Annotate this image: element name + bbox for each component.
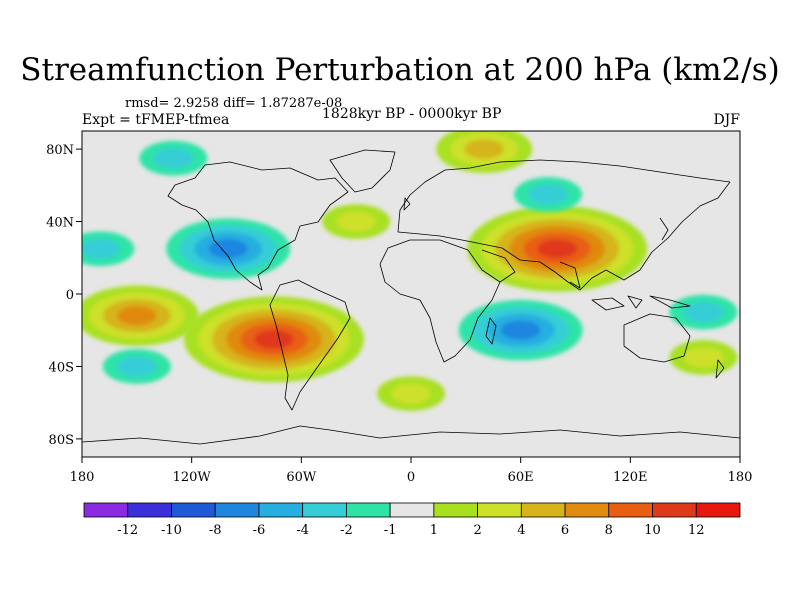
contour-level [500, 320, 541, 340]
contour-level [537, 239, 577, 259]
colorbar-label: -12 [117, 523, 138, 538]
colorbar-label: 6 [561, 523, 569, 538]
colorbar-swatch [214, 502, 260, 518]
contour-level [116, 356, 157, 377]
colorbar-swatch [258, 502, 304, 518]
x-tick-label: 180 [70, 470, 95, 485]
y-tick-label: 0 [66, 288, 74, 303]
period-label: 1828kyr BP - 0000kyr BP [322, 106, 502, 122]
field-feature-13 [669, 294, 738, 330]
colorbar-label: 12 [688, 523, 705, 538]
colorbar-swatch [433, 502, 479, 518]
contour-level [391, 383, 431, 404]
colorbar-label: -1 [384, 523, 397, 538]
season-label: DJF [713, 112, 740, 128]
colorbar-label: 1 [430, 523, 438, 538]
contour-level [254, 329, 294, 349]
colorbar-swatch [127, 502, 172, 518]
field-feature-12 [139, 140, 208, 176]
field-contours [82, 131, 738, 412]
contour-level [464, 139, 504, 159]
x-tick-label: 120E [613, 470, 647, 485]
colorbar-swatch [477, 502, 522, 518]
colorbar-swatch [302, 502, 347, 518]
colorbar-label: -8 [209, 523, 222, 538]
contour-level [82, 238, 121, 259]
field-feature-0 [467, 205, 648, 292]
x-tick-label: 120W [173, 470, 212, 485]
contour-level [153, 148, 194, 169]
field-feature-11 [102, 349, 171, 384]
colorbar-label: 10 [644, 523, 661, 538]
x-tick-label: 60W [286, 470, 317, 485]
colorbar-label: -10 [161, 523, 182, 538]
colorbar-swatch [652, 502, 697, 518]
colorbar-swatch [520, 502, 566, 518]
field-feature-8 [458, 300, 583, 361]
field-feature-7 [166, 218, 291, 279]
experiment-label: Expt = tFMEP-tfmea [82, 112, 230, 128]
y-axis-ticks: 80N 40N 0 40S 80S [46, 143, 82, 448]
y-tick-label: 80N [46, 143, 74, 158]
colorbar-swatch [83, 502, 129, 518]
field-feature-2 [82, 285, 199, 346]
field-feature-10 [82, 231, 135, 267]
contour-level [336, 211, 376, 232]
coastlines [82, 149, 740, 445]
field-feature-1 [183, 296, 364, 383]
colorbar-swatch [345, 502, 391, 518]
colorbar-label: 8 [605, 523, 613, 538]
x-tick-label: 0 [407, 470, 415, 485]
x-axis-ticks: 180 120W 60W 0 60E 120E 180 [70, 457, 753, 485]
contour-level [117, 306, 157, 326]
x-tick-label: 180 [728, 470, 753, 485]
field-feature-3 [436, 131, 533, 173]
colorbar-swatch [389, 502, 435, 518]
field-feature-6 [377, 376, 445, 412]
colorbar-label: 2 [473, 523, 481, 538]
field-feature-4 [322, 204, 391, 239]
colorbar-swatch [171, 502, 216, 518]
colorbar-label: 4 [517, 523, 525, 538]
colorbar-swatch [608, 502, 653, 518]
colorbar-label: -6 [253, 523, 266, 538]
contour-level [528, 184, 568, 205]
y-tick-label: 40S [49, 360, 74, 375]
y-tick-label: 40N [46, 216, 74, 231]
colorbar-label: -2 [340, 523, 353, 538]
colorbar-label: -4 [296, 523, 309, 538]
colorbar: -12 -10 -8 -6 -4 -2 -1 1 2 4 6 8 10 12 [83, 502, 741, 538]
x-tick-label: 60E [508, 470, 534, 485]
contour-level [683, 347, 724, 368]
rmsd-annotation: rmsd= 2.9258 diff= 1.87287e-08 [125, 96, 343, 111]
colorbar-swatch [564, 502, 610, 518]
colorbar-swatch [695, 502, 741, 518]
contour-level [208, 239, 248, 259]
contour-level [683, 301, 724, 323]
y-tick-label: 80S [49, 433, 74, 448]
chart-title: Streamfunction Perturbation at 200 hPa (… [20, 52, 780, 88]
field-feature-9 [514, 176, 583, 212]
